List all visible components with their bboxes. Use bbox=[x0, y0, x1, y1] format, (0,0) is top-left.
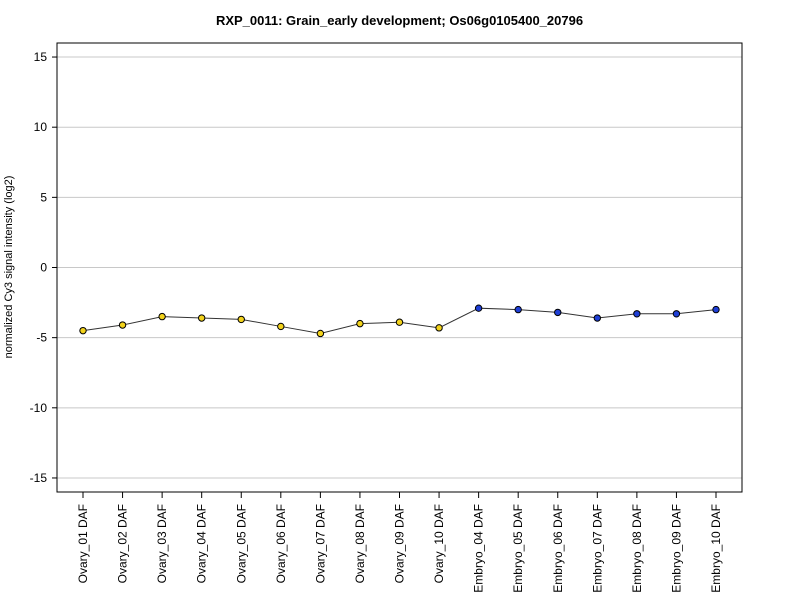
x-tick-label: Ovary_04 DAF bbox=[195, 504, 209, 583]
data-point bbox=[356, 319, 364, 328]
x-tick-label: Embryo_05 DAF bbox=[511, 504, 525, 593]
x-tick-label: Ovary_07 DAF bbox=[313, 504, 327, 583]
x-tick-label: Embryo_10 DAF bbox=[709, 504, 723, 593]
data-point bbox=[237, 315, 245, 324]
data-point bbox=[316, 329, 325, 338]
x-tick-label: Ovary_01 DAF bbox=[76, 504, 90, 583]
y-tick-label: 10 bbox=[34, 120, 48, 134]
grid-lines bbox=[57, 56, 742, 479]
chart-title: RXP_0011: Grain_early development; Os06g… bbox=[215, 13, 584, 28]
x-tick-label: Ovary_10 DAF bbox=[432, 504, 446, 583]
data-point bbox=[514, 305, 522, 314]
x-tick-label: Embryo_09 DAF bbox=[669, 504, 683, 593]
data-point bbox=[633, 310, 641, 318]
x-tick-label: Ovary_09 DAF bbox=[393, 504, 407, 583]
x-axis: Ovary_01 DAF Ovary_02 DAF Ovary_03 DAF Ovar… bbox=[76, 492, 723, 593]
data-point bbox=[197, 314, 206, 322]
y-tick-label: -10 bbox=[30, 401, 48, 415]
data-point bbox=[79, 326, 87, 335]
data-point bbox=[474, 304, 483, 312]
data-point bbox=[277, 322, 285, 331]
y-axis: -15 -10 -5 0 5 10 15 bbox=[30, 50, 57, 485]
data-point bbox=[712, 305, 720, 314]
x-tick-label: Ovary_05 DAF bbox=[234, 504, 248, 583]
x-tick-label: Embryo_04 DAF bbox=[472, 504, 486, 593]
data-point bbox=[672, 310, 681, 318]
data-point bbox=[593, 314, 602, 322]
x-tick-label: Ovary_03 DAF bbox=[155, 504, 169, 583]
y-tick-label: 0 bbox=[40, 261, 47, 275]
y-tick-label: 15 bbox=[34, 50, 48, 64]
y-tick-label: 5 bbox=[40, 190, 47, 204]
x-tick-label: Ovary_08 DAF bbox=[353, 504, 367, 583]
series-layer bbox=[79, 304, 720, 338]
x-tick-label: Embryo_07 DAF bbox=[590, 504, 604, 593]
data-point bbox=[435, 324, 443, 332]
y-tick-label: -5 bbox=[36, 331, 47, 345]
x-tick-label: Embryo_08 DAF bbox=[630, 504, 644, 593]
data-point bbox=[395, 318, 404, 326]
x-tick-label: Ovary_06 DAF bbox=[274, 504, 288, 583]
x-tick-label: Ovary_02 DAF bbox=[116, 504, 130, 583]
y-tick-label: -15 bbox=[30, 471, 48, 485]
y-axis-title: normalized Cy3 signal intensity (log2) bbox=[3, 176, 15, 359]
x-tick-label: Embryo_06 DAF bbox=[551, 504, 565, 593]
data-point bbox=[554, 308, 562, 317]
data-point bbox=[158, 312, 166, 321]
data-point bbox=[118, 321, 127, 329]
